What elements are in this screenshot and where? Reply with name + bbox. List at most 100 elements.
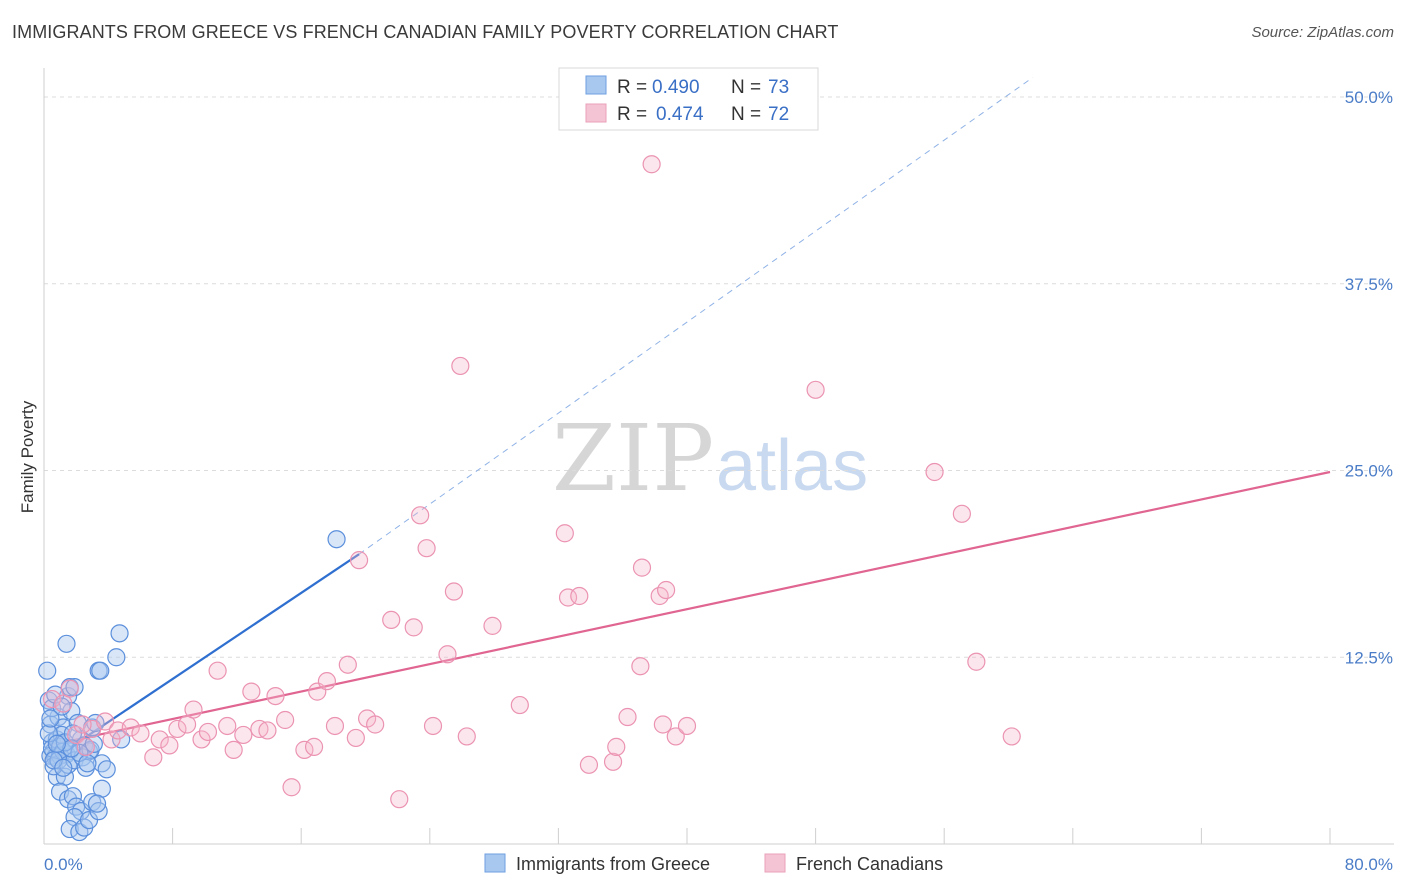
point-french-canadians [382,610,401,630]
point-french-canadians [304,737,324,756]
bottom-legend-label-greece: Immigrants from Greece [516,854,710,874]
point-french-canadians [54,694,73,713]
point-french-canadians [346,728,365,748]
point-french-canadians [632,558,652,577]
series-legend: Immigrants from Greece French Canadians [484,853,943,874]
point-greece [110,624,129,643]
point-french-canadians [570,586,589,606]
point-french-canadians [952,504,971,523]
point-greece [62,739,81,758]
point-french-canadians [242,682,261,701]
bottom-legend-swatch-greece [484,853,506,873]
point-french-canadians [258,721,277,740]
point-french-canadians [73,715,92,734]
point-french-canadians [457,727,476,746]
point-french-canadians [677,716,697,736]
point-french-canadians [60,679,79,698]
point-french-canadians [653,715,672,734]
point-french-canadians [338,655,357,674]
trend-line-french-canadians [48,470,1331,747]
point-french-canadians [144,748,163,767]
point-greece [89,802,108,821]
y-tick-label: 25.0% [1345,462,1393,481]
point-french-canadians [925,462,944,482]
point-greece [63,787,83,806]
legend-n-value-pink: 72 [768,104,789,125]
point-greece [44,751,63,770]
point-greece [52,697,71,716]
point-french-canadians [160,736,179,755]
legend-n-label-pink: N = [731,104,761,125]
x-tick-label-min: 0.0% [44,855,83,874]
legend-r-value-blue: 0.490 [652,77,700,98]
point-french-canadians [168,719,187,739]
point-french-canadians [423,716,443,736]
point-greece [87,794,107,813]
x-tick-label-max: 80.0% [1345,855,1393,874]
correlation-legend: R = 0.490 N = 73 R = 0.474 N = 72 [558,67,819,131]
point-french-canadians [192,730,211,749]
chart-title: IMMIGRANTS FROM GREECE VS FRENCH CANADIA… [12,22,839,42]
point-french-canadians [390,790,409,809]
point-french-canadians [1002,727,1021,746]
point-french-canadians [603,752,623,771]
point-greece [54,758,73,777]
y-axis-label: Family Poverty [18,400,37,513]
source-label: Source: ZipAtlas.com [1251,24,1394,41]
point-greece [327,530,346,549]
legend-n-value-blue: 73 [768,77,789,98]
point-french-canadians [177,715,197,734]
point-french-canadians [102,730,121,749]
point-french-canadians [411,506,430,525]
axes: 12.5% 25.0% 37.5% 50.0% 0.0% 80.0% [43,68,1394,874]
y-tick-label: 12.5% [1345,648,1393,667]
point-french-canadians [131,724,150,743]
point-french-canadians [483,616,502,635]
point-french-canadians [266,686,285,706]
point-french-canadians [150,730,169,749]
point-french-canadians [438,645,457,664]
point-greece [41,709,60,728]
point-french-canadians [282,778,301,797]
point-greece [44,757,63,776]
bottom-legend-swatch-french-canadians [764,853,786,873]
gridlines [44,96,1394,658]
point-french-canadians [631,657,650,676]
y-tick-label: 50.0% [1345,88,1393,107]
point-french-canadians [95,712,115,731]
data-points [38,155,1021,842]
point-french-canadians [444,582,464,601]
point-french-canadians [224,740,243,759]
legend-swatch-pink [585,103,607,123]
point-french-canadians [276,710,295,730]
trend-line-greece-extension [358,77,1033,555]
point-french-canadians [317,672,337,691]
point-greece [91,661,110,680]
y-tick-label: 37.5% [1345,275,1393,294]
legend-r-label-blue: R = [617,77,647,98]
legend-n-label-blue: N = [731,77,761,98]
watermark-atlas: atlas [716,426,868,506]
point-french-canadians [967,652,986,671]
point-french-canadians [325,716,345,736]
point-greece [38,661,57,680]
bottom-legend-label-french-canadians: French Canadians [796,854,943,874]
point-french-canadians [67,725,86,745]
point-french-canadians [806,380,825,399]
point-french-canadians [642,155,661,174]
point-french-canadians [208,661,227,680]
point-french-canadians [184,700,203,719]
point-greece [97,760,116,779]
point-french-canadians [121,718,140,737]
point-french-canadians [618,707,637,727]
point-greece [107,648,126,667]
point-french-canadians [417,539,436,558]
point-french-canadians [218,716,237,736]
legend-r-label-pink: R = [617,104,647,125]
point-french-canadians [366,715,385,734]
point-greece [47,734,66,754]
point-french-canadians [451,356,470,376]
point-french-canadians [198,722,218,742]
point-greece [57,634,76,653]
